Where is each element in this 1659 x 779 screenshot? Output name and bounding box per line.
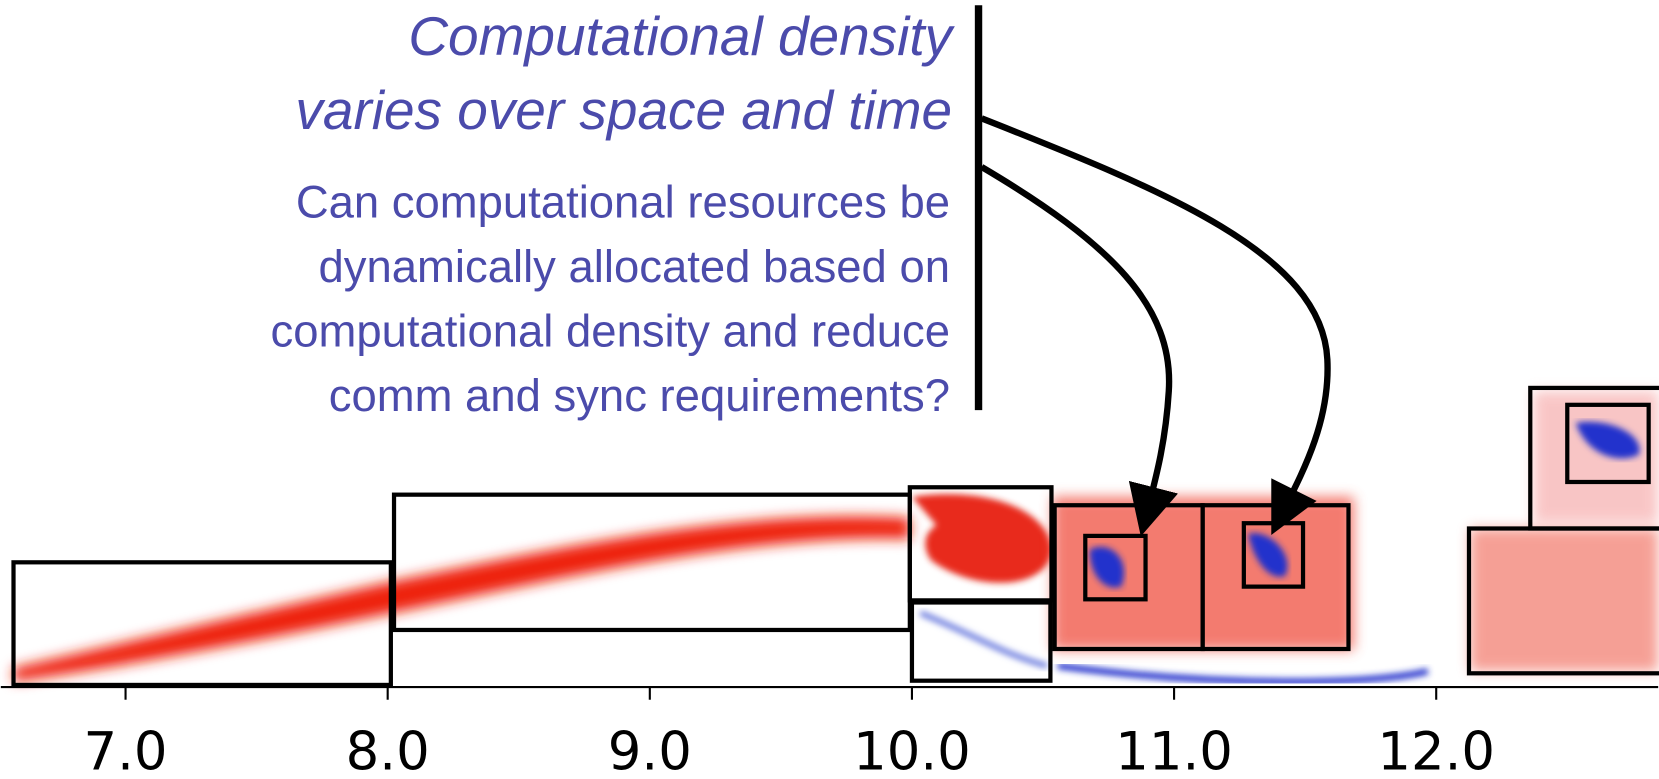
arrow: [980, 164, 1179, 537]
question-line: comm and sync requirements?: [329, 370, 950, 421]
title-line: Computational density: [408, 5, 955, 67]
question-line: Can computational resources be: [296, 177, 950, 228]
arrow: [980, 115, 1331, 535]
question-line: dynamically allocated based on: [319, 241, 950, 292]
patch-boxes: [11, 385, 1659, 688]
axis-ticks: 7.0 8.0 9.0 10.0 11.0 12.0: [84, 687, 1495, 779]
question-line: computational density and reduce: [271, 306, 950, 357]
flow-field: [13, 391, 1659, 685]
tick-label: 8.0: [346, 721, 430, 779]
tick-label: 7.0: [84, 721, 168, 779]
tick-label: 11.0: [1115, 721, 1233, 779]
tick-label: 12.0: [1377, 721, 1495, 779]
title-line: varies over space and time: [295, 79, 952, 141]
tick-label: 10.0: [853, 721, 971, 779]
tick-label: 9.0: [608, 721, 692, 779]
